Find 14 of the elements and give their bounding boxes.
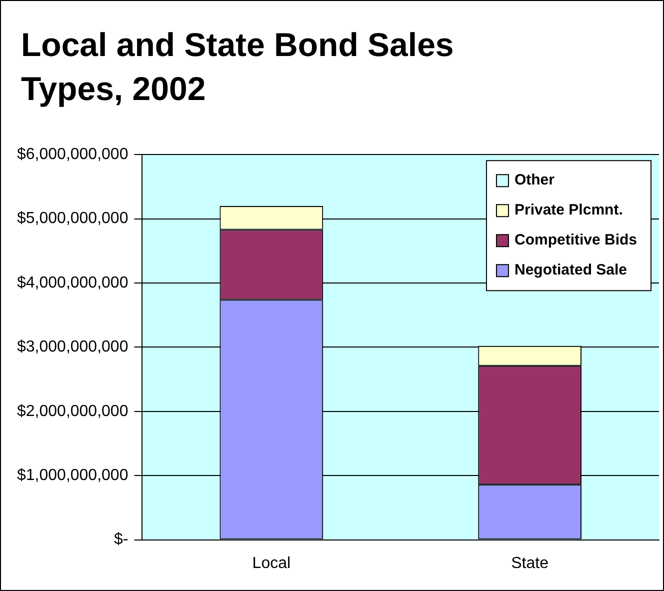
legend-label: Private Plcmnt. <box>514 202 623 219</box>
y-tick-label: $2,000,000,000 <box>17 402 128 420</box>
y-tick-label: $6,000,000,000 <box>17 146 128 164</box>
legend-label: Negotiated Sale <box>514 262 628 279</box>
y-tick-label: $1,000,000,000 <box>17 467 128 484</box>
y-tick-label: $- <box>114 531 128 548</box>
legend-label: Other <box>514 172 555 189</box>
x-tick-label: State <box>511 554 549 572</box>
legend-label: Competitive Bids <box>514 232 638 249</box>
y-tick-label: $3,000,000,000 <box>17 338 128 356</box>
chart-title: Local and State Bond Sales Types, 2002 <box>21 25 455 109</box>
y-tick-label: $5,000,000,000 <box>17 210 128 228</box>
x-tick-label: Local <box>252 554 291 572</box>
y-tick-label: $4,000,000,000 <box>17 274 128 292</box>
